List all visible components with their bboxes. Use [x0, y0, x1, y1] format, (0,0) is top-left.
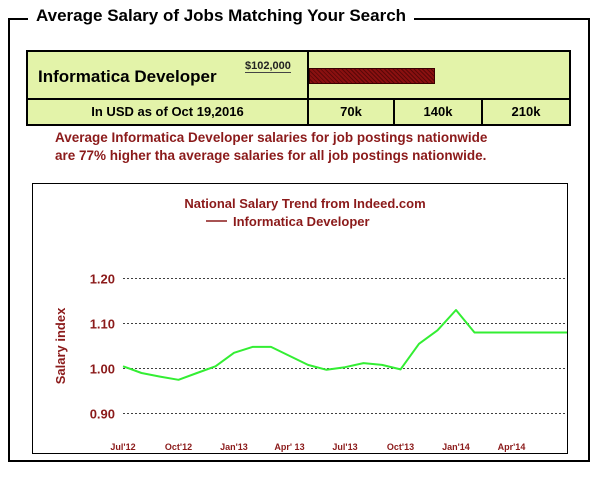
- x-tick-label: Apr' 13: [274, 442, 304, 452]
- bar-axis-divider: [307, 52, 309, 98]
- scale-tick-140k: 140k: [423, 104, 453, 119]
- x-tick-label: Oct'12: [165, 442, 192, 452]
- scale-divider: [307, 100, 309, 124]
- y-tick-label: 1.20: [90, 272, 115, 287]
- x-tick-label: Jul'12: [110, 442, 135, 452]
- y-axis-label: Salary index: [53, 307, 68, 384]
- scale-divider: [393, 100, 395, 124]
- salary-bar-row: Informatica Developer $102,000: [28, 52, 569, 100]
- comparison-line-1: Average Informatica Developer salaries f…: [55, 130, 488, 145]
- salary-scale-row: In USD as of Oct 19,2016 70k 140k 210k: [28, 100, 569, 124]
- x-tick-label: Jan'13: [220, 442, 248, 452]
- panel-title: Average Salary of Jobs Matching Your Sea…: [28, 6, 415, 26]
- x-tick-label: Oct'13: [387, 442, 414, 452]
- chart-svg: National Salary Trend from Indeed.com Inf…: [53, 196, 567, 452]
- y-tick-label: 1.10: [90, 317, 115, 332]
- x-tick-label: Apr'14: [498, 442, 526, 452]
- y-tick-label: 0.90: [90, 407, 115, 422]
- salary-bar: [309, 68, 435, 84]
- currency-note: In USD as of Oct 19,2016: [91, 104, 244, 119]
- scale-divider: [481, 100, 483, 124]
- chart-title: National Salary Trend from Indeed.com: [184, 196, 425, 211]
- salary-value-label: $102,000: [245, 60, 291, 73]
- salary-comparison-text: Average Informatica Developer salaries f…: [55, 129, 487, 165]
- scale-tick-70k: 70k: [340, 104, 362, 119]
- x-tick-label: Jan'14: [442, 442, 470, 452]
- salary-trend-chart: National Salary Trend from Indeed.com Inf…: [32, 183, 568, 454]
- job-title[interactable]: Informatica Developer: [38, 67, 217, 86]
- comparison-line-2: are 77% higher tha average salaries for …: [55, 148, 487, 163]
- legend-label: Informatica Developer: [233, 214, 370, 229]
- x-tick-label: Jul'13: [332, 442, 357, 452]
- salary-summary-box: Informatica Developer $102,000 In USD as…: [26, 50, 571, 126]
- y-tick-label: 1.00: [90, 362, 115, 377]
- scale-tick-210k: 210k: [511, 104, 541, 119]
- series-line: [122, 309, 567, 381]
